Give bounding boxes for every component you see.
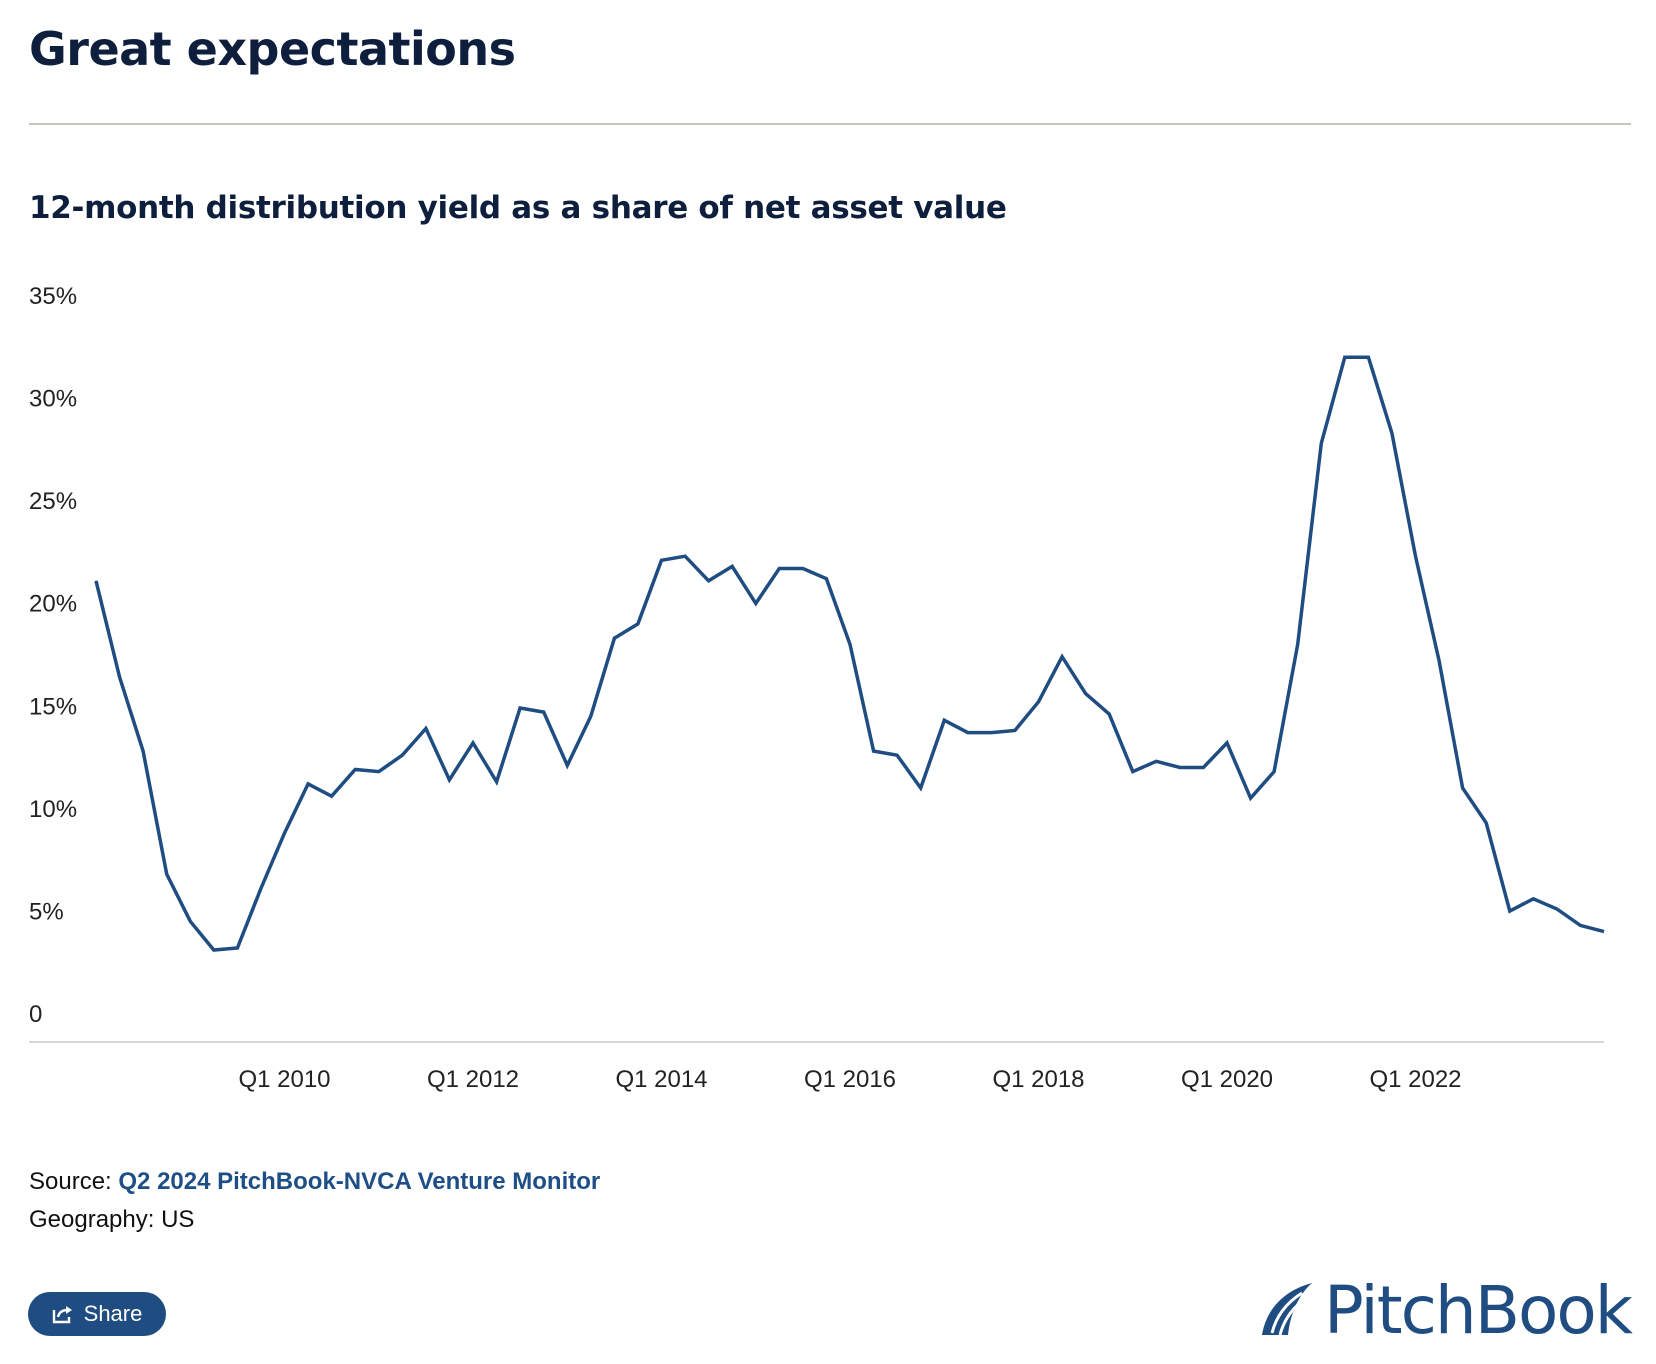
series-line [94,355,1605,952]
source-label: Source: [29,1168,112,1195]
pitchbook-sail-icon [1258,1281,1318,1342]
x-tick-label: Q1 2016 [804,1066,896,1093]
y-tick-label: 30% [29,386,77,413]
x-tick-label: Q1 2010 [238,1066,330,1093]
x-tick-label: Q1 2022 [1369,1066,1461,1093]
x-axis: Q1 2010 Q1 2012 Q1 2014 Q1 2016 Q1 2018 Q1 20… [238,1066,1461,1093]
y-tick-label: 5% [29,898,64,925]
y-tick-label: 35% [29,283,77,310]
geography-line: Geography: US [29,1206,195,1233]
share-label: Share [83,1301,143,1326]
line-chart: 05%10%15%20%25%30%35% Q1 2010 Q1 2012 Q1 2… [29,283,1605,1093]
x-tick-label: Q1 2020 [1181,1066,1273,1093]
y-tick-label: 0 [29,1001,42,1028]
x-tick-label: Q1 2018 [992,1066,1084,1093]
pitchbook-logo-text: PitchBook [1324,1272,1633,1349]
y-tick-label: 25% [29,488,77,515]
y-tick-label: 10% [29,796,77,823]
y-axis: 0 5% 10% 15% 20% 25% 30% 35% [29,283,77,1028]
share-icon [52,1304,74,1324]
source-link[interactable]: Q2 2024 PitchBook-NVCA Venture Monitor [118,1168,601,1195]
y-tick-label: 15% [29,693,77,720]
chart-subtitle: 12-month distribution yield as a share o… [29,190,1007,226]
share-button[interactable]: Share [28,1292,166,1336]
title-divider [29,123,1631,125]
y-tick-label: 20% [29,591,77,618]
x-tick-label: Q1 2014 [615,1066,707,1093]
page-title: Great expectations [29,22,516,76]
pitchbook-logo: PitchBook [1258,1272,1633,1349]
source-line: Source: Q2 2024 PitchBook-NVCA Venture M… [29,1168,600,1196]
x-tick-label: Q1 2012 [427,1066,519,1093]
